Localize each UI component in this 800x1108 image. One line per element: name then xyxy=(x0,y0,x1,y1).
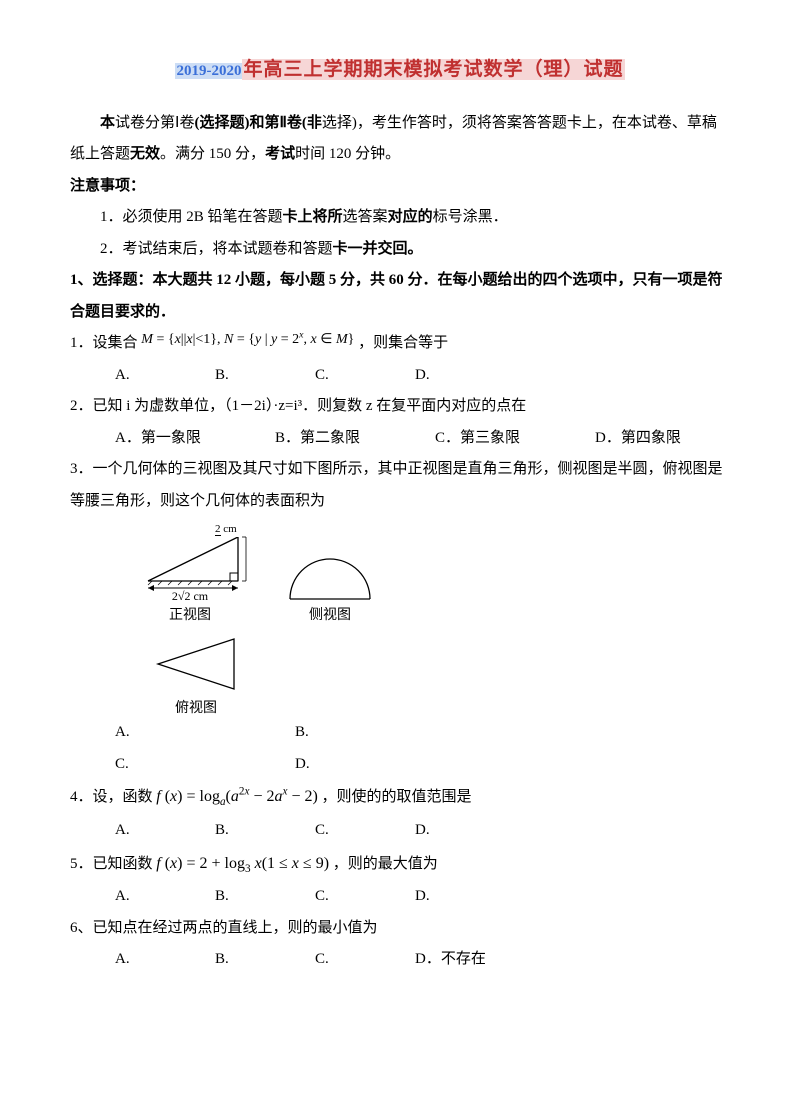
intro-a: 本 xyxy=(100,115,115,131)
intro-h: 无效 xyxy=(130,146,160,162)
q3-opt-d: D. xyxy=(295,749,310,781)
q6-opt-d: D．不存在 xyxy=(415,944,486,976)
front-view: 2 cm 2√2 cm 正视图 xyxy=(130,521,250,624)
intro-c: (选择题) xyxy=(194,115,249,131)
q5-opt-d: D. xyxy=(415,881,430,913)
q6-opt-b: B. xyxy=(215,944,315,976)
front-view-caption: 正视图 xyxy=(130,608,250,625)
n1-g: ． xyxy=(493,209,508,225)
n2-d: 卡一并交回。 xyxy=(333,241,423,257)
q5-opt-a: A. xyxy=(115,881,215,913)
q2-opt-c: C．第三象限 xyxy=(435,423,595,455)
notice-2: 2．考试结束后，将本试题卷和答题卡一并交回。 xyxy=(100,234,730,266)
intro-j: 考试 xyxy=(265,146,295,162)
intro-b: 试卷分第Ⅰ卷 xyxy=(115,115,194,131)
top-view-caption: 俯视图 xyxy=(146,701,246,718)
q3-fig-row1: 2 cm 2√2 cm 正视图 侧视图 xyxy=(130,521,730,624)
n1-d: 选答案 xyxy=(343,209,388,225)
q5-pre: 5．已知函数 xyxy=(70,856,156,872)
question-6: 6、已知点在经过两点的直线上，则的最小值为 xyxy=(70,913,730,945)
notice-1: 1．必须使用 2B 铅笔在答题卡上将所选答案对应的标号涂黑． xyxy=(100,202,730,234)
page-root: 2019-2020年高三上学期期末模拟考试数学（理）试题 本试卷分第Ⅰ卷(选择题… xyxy=(0,0,800,1016)
q6-options: A. B. C. D．不存在 xyxy=(115,944,730,976)
n2-a: 2．考 xyxy=(100,241,138,257)
q2-opt-b: B．第二象限 xyxy=(275,423,435,455)
notice-head: 注意事项： xyxy=(70,171,730,203)
q6-opt-c: C. xyxy=(315,944,415,976)
q4-opt-d: D. xyxy=(415,815,430,847)
q4-options: A. B. C. D. xyxy=(115,815,730,847)
q1-opt-c: C. xyxy=(315,360,415,392)
question-2: 2．已知 i 为虚数单位，（1－2i）·z=i³．则复数 z 在复平面内对应的点… xyxy=(70,391,730,423)
q1-post: ，则集合等于 xyxy=(354,335,448,351)
n2-c: 试题卷和答题 xyxy=(243,241,333,257)
intro-g: 上答题 xyxy=(85,146,130,162)
n1-e: 对应的 xyxy=(388,209,433,225)
q5-post: ，则的最大值为 xyxy=(329,856,438,872)
q4-opt-b: B. xyxy=(215,815,315,847)
intro-e: 选择)，考生作答时，须将答案答答题卡上，在本 xyxy=(322,115,642,131)
q5-opt-c: C. xyxy=(315,881,415,913)
n1-f: 标号涂黑 xyxy=(433,209,493,225)
section1-head: 1、选择题：本大题共 12 小题，每小题 5 分，共 60 分．在每小题给出的四… xyxy=(70,265,730,328)
n2-b: 试结束后，将本 xyxy=(138,241,243,257)
intro-k: 时间 120 分钟。 xyxy=(295,146,400,162)
q4-opt-c: C. xyxy=(315,815,415,847)
n1-a: 1．必 xyxy=(100,209,138,225)
intro-paragraph: 本试卷分第Ⅰ卷(选择题)和第Ⅱ卷(非选择)，考生作答时，须将答案答答题卡上，在本… xyxy=(70,108,730,171)
q3-opt-c: C. xyxy=(115,749,295,781)
q3-fig-row2: 俯视图 xyxy=(130,631,730,718)
q5-opt-b: B. xyxy=(215,881,315,913)
question-3: 3．一个几何体的三视图及其尺寸如下图所示，其中正视图是直角三角形，侧视图是半圆，… xyxy=(70,454,730,517)
q2-opt-d: D．第四象限 xyxy=(595,423,681,455)
title-year: 2019-2020 xyxy=(175,63,242,79)
n1-c: 卡上将所 xyxy=(283,209,343,225)
question-5: 5．已知函数 f (x) = 2 + log3 x(1 ≤ x ≤ 9) ，则的… xyxy=(70,847,730,882)
q1-opt-a: A. xyxy=(115,360,215,392)
intro-d: 和第Ⅱ卷(非 xyxy=(249,115,321,131)
q1-opt-d: D. xyxy=(415,360,430,392)
q4-pre: 4．设，函数 xyxy=(70,789,156,805)
q3-opt-a: A. xyxy=(115,717,295,749)
q1-pre: 1．设集合 xyxy=(70,335,141,351)
q3-figures: 2 cm 2√2 cm 正视图 侧视图 俯视图 xyxy=(130,521,730,717)
exam-title: 2019-2020年高三上学期期末模拟考试数学（理）试题 xyxy=(70,50,730,90)
q1-options: A. B. C. D. xyxy=(115,360,730,392)
q2-options: A．第一象限 B．第二象限 C．第三象限 D．第四象限 xyxy=(115,423,730,455)
n1-b: 须使用 2B 铅笔在答题 xyxy=(138,209,283,225)
top-view-svg xyxy=(146,631,246,697)
question-1: 1．设集合 M = {x||x|<1}, N = {y | y = 2x, x … xyxy=(70,328,730,360)
q4-post: ，则使的的取值范围是 xyxy=(318,789,472,805)
intro-i: 。满分 150 分， xyxy=(160,146,265,162)
q3-opt-b: B. xyxy=(295,717,309,749)
q1-math: M = {x||x|<1}, N = {y | y = 2x, x ∈ M} xyxy=(141,332,354,347)
top-view: 俯视图 xyxy=(146,631,246,718)
q5-options: A. B. C. D. xyxy=(115,881,730,913)
front-view-svg xyxy=(130,521,250,591)
q5-math: f (x) = 2 + log3 x(1 ≤ x ≤ 9) xyxy=(156,855,329,872)
side-view-svg xyxy=(280,549,380,604)
dim-w-label: 2√2 cm xyxy=(130,589,250,603)
q2-opt-a: A．第一象限 xyxy=(115,423,275,455)
title-rest: 年高三上学期期末模拟考试数学（理）试题 xyxy=(242,59,624,80)
q3-options: A. B. C. D. xyxy=(115,717,730,780)
q4-math: f (x) = loga(a2x − 2ax − 2) xyxy=(156,788,318,805)
side-view: 侧视图 xyxy=(280,549,380,625)
side-view-caption: 侧视图 xyxy=(280,608,380,625)
q6-opt-a: A. xyxy=(115,944,215,976)
question-4: 4．设，函数 f (x) = loga(a2x − 2ax − 2) ，则使的的… xyxy=(70,780,730,815)
q4-opt-a: A. xyxy=(115,815,215,847)
q1-opt-b: B. xyxy=(215,360,315,392)
